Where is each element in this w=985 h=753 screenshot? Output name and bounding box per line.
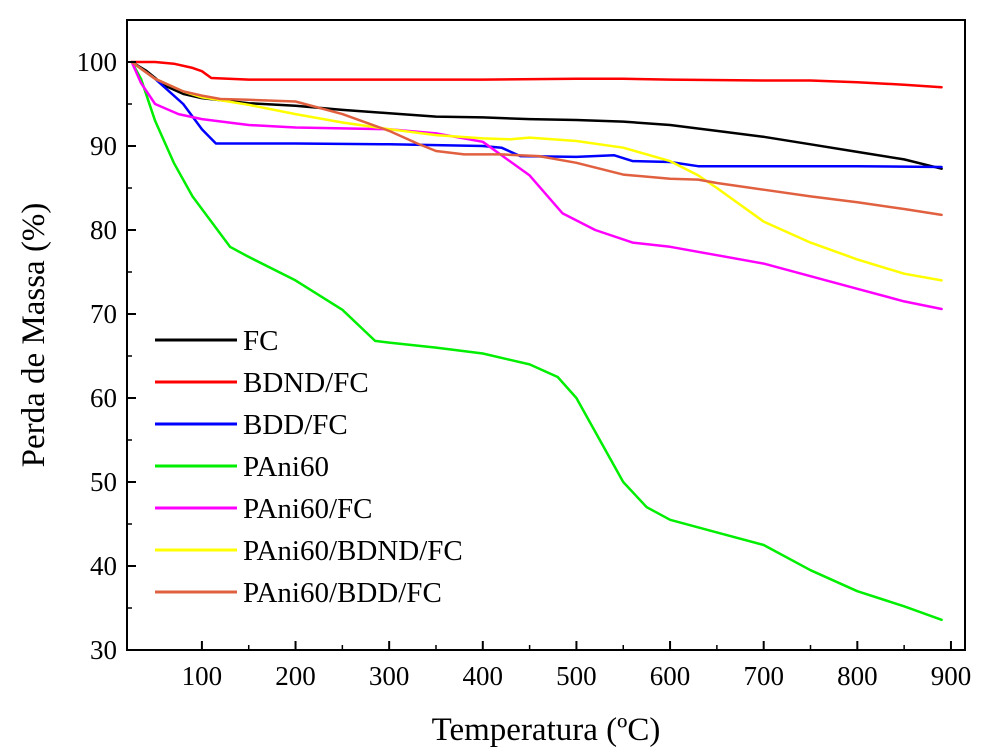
- legend-item: FC: [155, 325, 278, 357]
- legend-item: PAni60/BDD/FC: [155, 577, 442, 609]
- y-tick-label: 70: [90, 299, 117, 329]
- x-axis-title: Temperatura (ºC): [432, 712, 661, 748]
- legend-label: PAni60/BDND/FC: [243, 535, 463, 567]
- legend: FC BDND/FC BDD/FC PAni60 PAni60/FC PAni60/BDN…: [155, 325, 463, 609]
- y-tick-label: 50: [90, 467, 117, 497]
- y-tick-label: 30: [90, 635, 117, 665]
- legend-label: BDND/FC: [243, 367, 369, 399]
- x-tick-label: 700: [743, 661, 784, 691]
- x-tick-label: 300: [369, 661, 410, 691]
- series-line-pani60-bdnd-fc: [130, 60, 943, 282]
- x-tick-label: 500: [556, 661, 597, 691]
- x-tick-label: 900: [931, 661, 972, 691]
- legend-label: BDD/FC: [243, 409, 348, 441]
- y-tick-label: 60: [90, 383, 117, 413]
- x-tick-label: 600: [650, 661, 691, 691]
- x-tick-label: 100: [182, 661, 223, 691]
- series-group: [130, 60, 943, 622]
- legend-item: PAni60: [155, 451, 329, 483]
- legend-item: PAni60/FC: [155, 493, 373, 525]
- legend-label: PAni60/FC: [243, 493, 373, 525]
- ticks-group: 100 200 300 400 500 600 700 800 900 30 40 50 60 70 80 9…: [77, 47, 972, 691]
- y-tick-label: 80: [90, 215, 117, 245]
- legend-label: PAni60/BDD/FC: [243, 577, 442, 609]
- plot-frame: [126, 19, 966, 651]
- series-line-pani60: [130, 60, 943, 622]
- y-axis-title: Perda de Massa (%): [16, 203, 52, 468]
- series-line-pani60-bdd-fc: [130, 60, 943, 217]
- y-tick-label: 90: [90, 131, 117, 161]
- y-tick-label: 40: [90, 551, 117, 581]
- legend-item: BDND/FC: [155, 367, 369, 399]
- plot-area: 100 200 300 400 500 600 700 800 900 30 40 50 60 70 80 9…: [77, 19, 972, 691]
- series-line-pani60-fc: [130, 60, 943, 311]
- legend-item: BDD/FC: [155, 409, 348, 441]
- legend-label: PAni60: [243, 451, 329, 483]
- series-line-fc: [130, 60, 943, 170]
- x-tick-label: 200: [275, 661, 316, 691]
- legend-label: FC: [243, 325, 278, 357]
- y-tick-label: 100: [77, 47, 118, 77]
- series-line-bdnd-fc: [130, 60, 943, 89]
- x-tick-label: 800: [837, 661, 878, 691]
- series-line-bdd-fc: [130, 60, 943, 169]
- x-tick-label: 400: [463, 661, 504, 691]
- legend-item: PAni60/BDND/FC: [155, 535, 463, 567]
